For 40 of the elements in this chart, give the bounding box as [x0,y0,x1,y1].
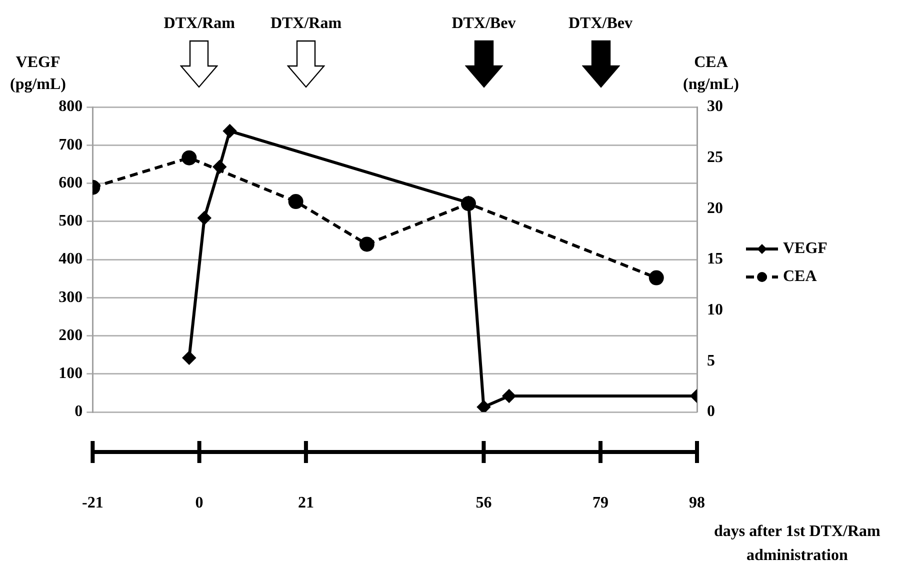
y2-tick-label: 5 [707,352,715,370]
x-tick-label: 0 [195,494,204,512]
y-tick-label: 500 [58,212,83,230]
y-tick-label: 700 [58,136,83,154]
x-tick-label: 21 [298,494,314,512]
text: DTX/Bev [452,14,516,34]
y-tick-label: 600 [58,174,83,192]
point [182,351,196,364]
legend-label: CEA [783,268,817,286]
legend-label: VEGF [783,240,828,258]
y-tick-label: 100 [58,365,83,382]
y2-tick-label: 15 [707,250,723,268]
text: DTX/Ram [164,14,235,34]
y-tick-label: 200 [58,326,83,344]
y2-tick-label: 25 [707,148,723,166]
y2-tick-label: 10 [707,301,723,318]
x-axis-title: days after 1st DTX/Ram administration [714,522,880,566]
x-tick-label: -21 [82,494,104,512]
y-tick-label: 400 [58,250,83,268]
x-tick-label: 79 [592,494,609,512]
y2-tick-label: 0 [707,403,715,420]
y2-axis-title: CEA (ng/mL) [683,53,739,95]
point [502,389,516,402]
point [648,270,664,286]
x-tick-label: 98 [689,494,705,512]
point [477,400,490,412]
y-axis-title: VEGF (pg/mL) [10,53,66,95]
y-tick-label: 300 [58,288,83,306]
y2-tick-label: 20 [707,200,723,217]
x-tick-label: 56 [476,494,492,512]
point [359,236,374,252]
point [198,211,211,224]
point [182,150,197,166]
text: DTX/Bev [568,14,632,34]
y-tick-label: 800 [58,98,83,116]
text: DTX/Ram [270,14,342,34]
y2-tick-label: 30 [707,98,723,116]
y-tick-label: 0 [74,403,83,420]
point [288,194,304,210]
point [223,124,236,138]
